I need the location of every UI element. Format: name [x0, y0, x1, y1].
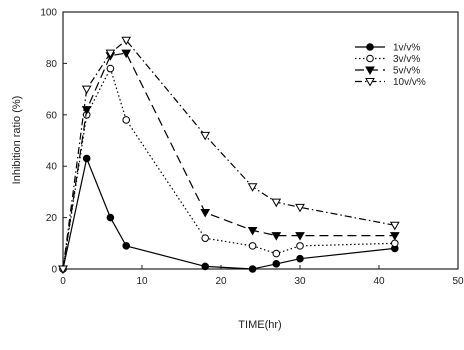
data-point [389, 232, 400, 241]
y-tick-label: 0 [51, 265, 57, 276]
series-layer [58, 36, 400, 275]
y-tick-label: 80 [46, 59, 58, 70]
x-axis-title: TIME(hr) [238, 319, 281, 331]
data-point [106, 213, 115, 222]
x-tick-label: 30 [294, 276, 306, 287]
x-tick-label: 0 [60, 276, 66, 287]
data-point [122, 116, 130, 124]
data-point [296, 254, 304, 263]
legend-item: 1v/v% [355, 43, 420, 54]
data-point [82, 154, 91, 163]
data-point [272, 260, 281, 268]
x-tick-label: 40 [373, 276, 385, 287]
legend: 1v/v%3v/v%5v/v%10v/v% [355, 43, 426, 88]
series-1 [59, 154, 399, 273]
data-point [271, 198, 282, 208]
series-3 [58, 49, 400, 275]
legend-marker [366, 54, 374, 63]
data-point [391, 239, 399, 248]
y-tick-label: 40 [46, 162, 58, 173]
data-point [271, 232, 282, 241]
series-line [62, 52, 395, 270]
legend-item: 10v/v% [355, 77, 426, 88]
series-line [62, 66, 395, 270]
data-point [122, 242, 130, 250]
data-point [248, 265, 257, 273]
data-point [201, 234, 209, 242]
y-axis-title: Inhibition ratio (%) [11, 96, 23, 185]
data-point [106, 64, 115, 73]
x-tick-label: 10 [136, 276, 148, 287]
data-point [295, 232, 305, 241]
legend-label: 5v/v% [393, 66, 420, 77]
data-point [201, 262, 209, 271]
data-point [121, 49, 132, 59]
axis-ticks: 0 10 20 30 40 50 0 20 40 60 80 100 [40, 8, 464, 288]
data-point [295, 203, 305, 213]
legend-marker [365, 66, 375, 76]
series-line [62, 156, 395, 270]
data-point [200, 208, 211, 218]
data-point [296, 242, 304, 250]
data-point [247, 183, 258, 192]
data-point [121, 36, 132, 46]
y-tick-label: 60 [46, 110, 58, 121]
y-tick-label: 100 [40, 8, 57, 19]
data-point [248, 242, 257, 250]
series-line [62, 39, 395, 270]
series-4 [58, 36, 400, 275]
data-point [200, 131, 211, 141]
x-tick-label: 20 [215, 276, 227, 287]
data-point [247, 226, 258, 236]
data-point [105, 49, 116, 59]
x-tick-label: 50 [452, 276, 464, 287]
legend-item: 3v/v% [355, 54, 420, 65]
y-tick-label: 20 [46, 213, 58, 224]
data-point [389, 221, 400, 231]
legend-marker [365, 78, 375, 87]
data-point [81, 85, 92, 95]
legend-label: 3v/v% [393, 54, 420, 65]
data-point [272, 249, 281, 258]
data-point [58, 265, 68, 275]
series-2 [59, 64, 399, 273]
legend-item: 5v/v% [355, 66, 420, 77]
legend-marker [366, 43, 374, 51]
legend-label: 1v/v% [393, 43, 420, 54]
plot-frame [62, 11, 459, 270]
legend-label: 10v/v% [393, 77, 426, 88]
